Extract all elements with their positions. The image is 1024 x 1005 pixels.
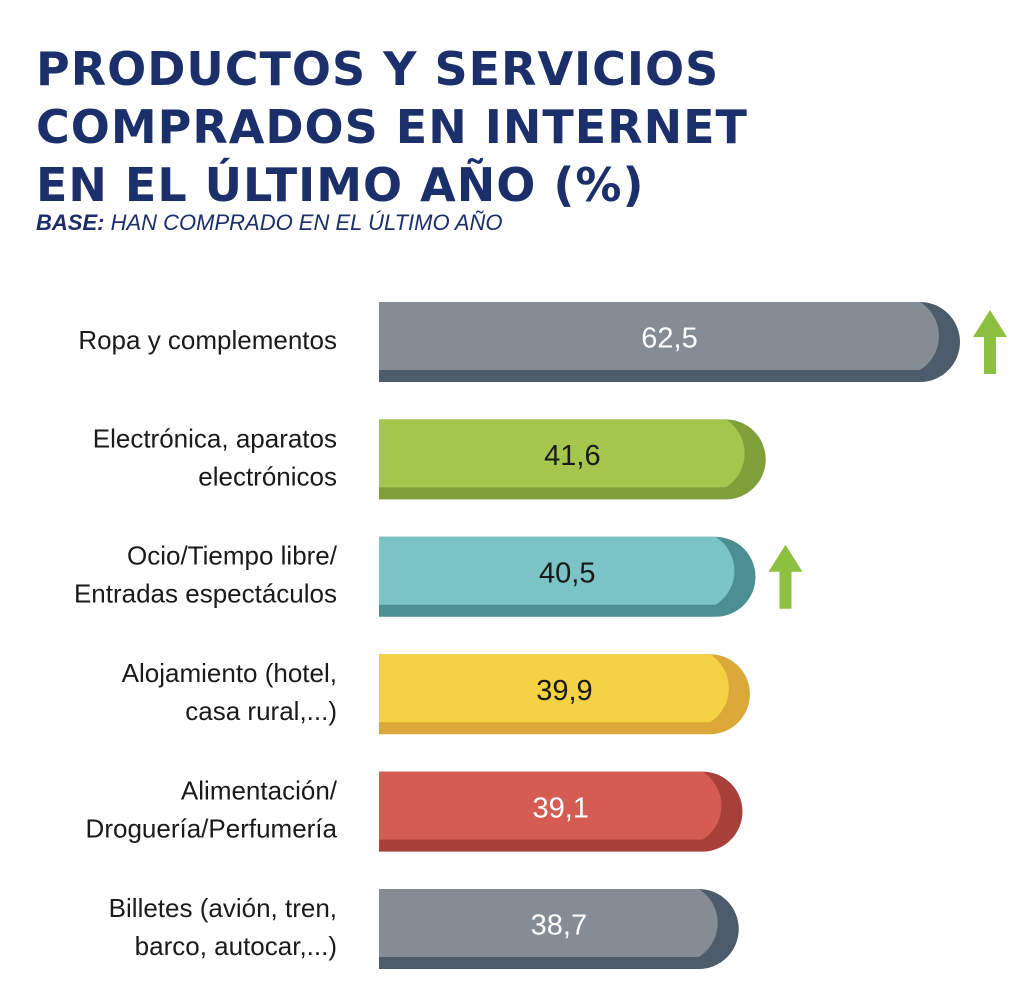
category-label: Electrónica, aparatos	[93, 423, 337, 453]
category-label: casa rural,...)	[185, 696, 337, 726]
bar-group: 38,7 Billetes (avión, tren, barco, autocar…	[109, 889, 739, 969]
category-label: Ropa y complementos	[78, 325, 337, 355]
bar	[379, 654, 729, 723]
bar	[379, 889, 718, 957]
bar-value-label: 39,1	[533, 792, 589, 824]
subtitle-prefix: BASE:	[36, 210, 105, 235]
bar-value-label: 40,5	[539, 557, 595, 589]
bar-value-label: 38,7	[531, 910, 587, 942]
subtitle-text: HAN COMPRADO EN EL ÚLTIMO AÑO	[104, 210, 503, 235]
bar-value-label: 41,6	[544, 440, 600, 472]
bar-group: 40,5 Ocio/Tiempo libre/Entradas espectácu…	[74, 536, 756, 617]
category-label: electrónicos	[198, 461, 337, 491]
bar-group: 41,6 Electrónica, aparatos electrónicos	[93, 419, 766, 500]
trend-up-arrow-icon	[768, 544, 803, 609]
category-label: barco, autocar,...)	[135, 931, 337, 961]
category-label: Ocio/Tiempo libre/	[127, 541, 338, 571]
category-label: Alojamiento (hotel,	[122, 658, 337, 688]
chart-title: PRODUCTOS Y SERVICIOS COMPRADOS EN INTER…	[36, 42, 748, 212]
bar	[379, 302, 939, 370]
category-label: Entradas espectáculos	[74, 579, 337, 609]
bar	[379, 419, 745, 488]
bar-group: 62,5 Ropa y complementos	[78, 302, 960, 382]
bar	[379, 536, 735, 605]
bar-value-label: 39,9	[536, 675, 592, 707]
bar	[379, 771, 722, 840]
bar-value-label: 62,5	[641, 323, 697, 355]
bar-group: 39,9 Alojamiento (hotel, casa rural,...)	[122, 654, 750, 735]
chart-subtitle: BASE: HAN COMPRADO EN EL ÚLTIMO AÑO	[36, 210, 503, 236]
bar-group: 39,1 Alimentación/Droguería/Perfumería	[86, 771, 743, 852]
category-label: Alimentación/	[181, 775, 338, 805]
category-label: Droguería/Perfumería	[86, 813, 338, 843]
trend-up-arrow-icon	[973, 310, 1007, 374]
category-label: Billetes (avión, tren,	[109, 893, 337, 923]
